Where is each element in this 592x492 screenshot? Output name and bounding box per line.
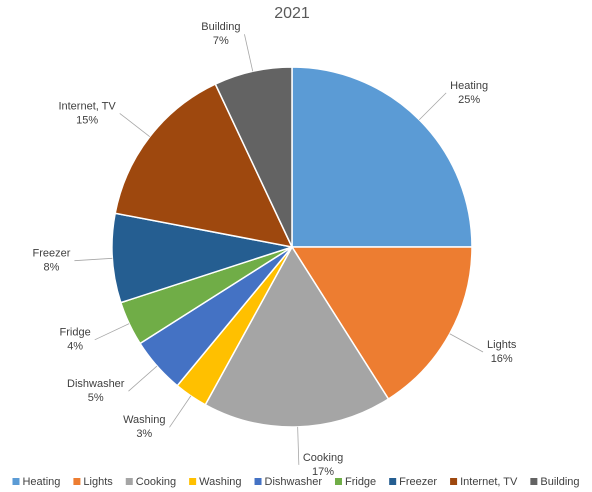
leader-line <box>128 365 158 392</box>
leader-line <box>297 426 300 465</box>
slice-label: Dishwasher <box>67 378 125 390</box>
legend-label: Freezer <box>399 476 437 488</box>
slice-label: Building <box>201 21 240 33</box>
legend-swatch <box>530 478 538 485</box>
slice-value-label: 4% <box>67 341 83 353</box>
leader-line <box>74 257 113 262</box>
legend-swatch <box>12 478 20 485</box>
pie-slice <box>290 246 473 401</box>
legend-swatch <box>254 478 262 485</box>
slice-value-label: 8% <box>44 262 60 274</box>
legend-label: Fridge <box>345 476 376 488</box>
slice-value-label: 3% <box>136 428 152 440</box>
slice-value-label: 5% <box>88 392 104 404</box>
legend-label: Dishwasher <box>265 476 323 488</box>
legend-swatch <box>73 478 81 485</box>
slice-label: Freezer <box>33 248 71 260</box>
legend-swatch <box>450 478 458 485</box>
pie-slice <box>214 66 293 248</box>
legend-label: Lights <box>83 476 113 488</box>
leader-line <box>169 395 192 428</box>
slice-label: Heating <box>450 80 488 92</box>
slice-label: Washing <box>123 414 165 426</box>
legend-label: Building <box>540 476 579 488</box>
leader-line <box>449 333 484 353</box>
slice-value-label: 7% <box>213 35 229 47</box>
pie-slice <box>111 212 293 304</box>
legend-swatch <box>389 478 397 485</box>
legend-label: Internet, TV <box>460 476 518 488</box>
slice-label: Cooking <box>303 452 343 464</box>
leader-line <box>119 113 151 137</box>
chart-title: 2021 <box>274 5 310 22</box>
slice-label: Internet, TV <box>58 100 116 112</box>
legend-label: Cooking <box>136 476 176 488</box>
slice-label: Lights <box>487 339 517 351</box>
legend-swatch <box>334 478 342 485</box>
legend-label: Heating <box>22 476 60 488</box>
slice-value-label: 16% <box>491 353 513 365</box>
legend-swatch <box>189 478 197 485</box>
slice-value-label: 15% <box>76 114 98 126</box>
slice-value-label: 17% <box>312 466 334 478</box>
leader-line <box>94 323 130 341</box>
slice-label: Fridge <box>60 327 91 339</box>
legend-label: Washing <box>199 476 241 488</box>
legend: Heating Lights Cooking Washing Dishwasher Fri… <box>12 476 580 488</box>
slice-value-label: 25% <box>458 94 480 106</box>
legend-swatch <box>125 478 133 485</box>
leader-line <box>418 92 447 121</box>
leader-line <box>244 34 254 72</box>
